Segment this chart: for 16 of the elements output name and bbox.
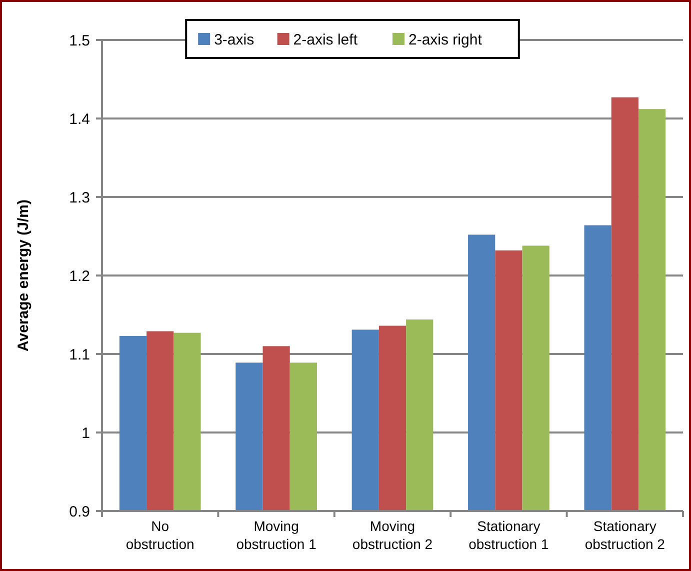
- x-tick-label: Moving obstruction 2: [352, 518, 433, 552]
- y-tick-label: 0.9: [69, 503, 90, 520]
- y-tick-label: 1.4: [69, 110, 90, 128]
- y-tick-label: 1.2: [69, 268, 90, 285]
- y-tick-label: 1: [82, 424, 90, 442]
- y-tick-label: 1.3: [69, 189, 90, 206]
- legend-label: 3-axis: [214, 31, 254, 48]
- y-tick-label: 1.5: [69, 32, 90, 50]
- x-tick-label: Moving obstruction 1: [236, 518, 317, 552]
- x-tick-label: Stationary obstruction 1: [468, 518, 549, 552]
- y-axis-title: Average energy (J/m): [15, 199, 32, 352]
- x-tick-label: Stationary obstruction 2: [584, 518, 666, 552]
- legend-label: 2-axis right: [408, 31, 483, 48]
- x-tick-label: No obstruction: [126, 518, 194, 552]
- legend-label: 2-axis left: [293, 31, 358, 48]
- y-tick-label: 1.1: [69, 346, 90, 364]
